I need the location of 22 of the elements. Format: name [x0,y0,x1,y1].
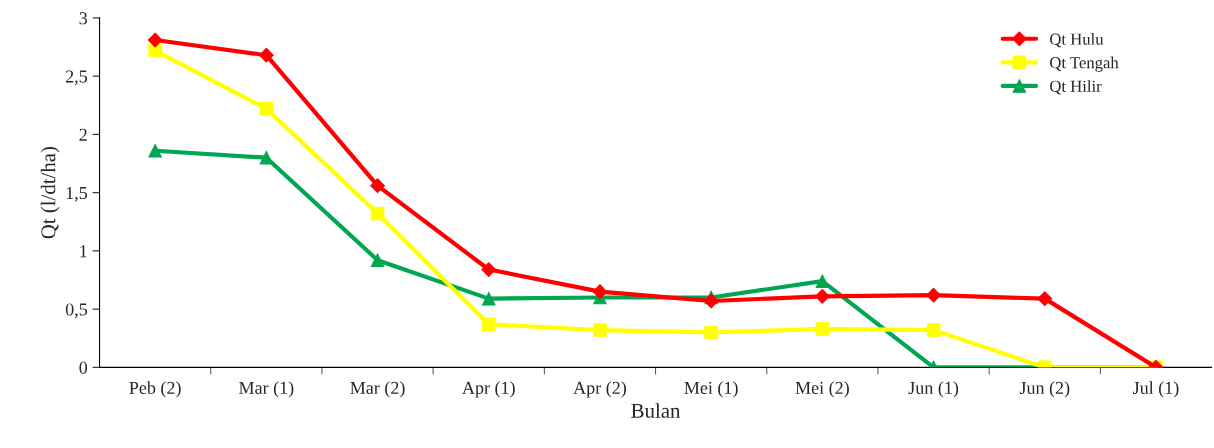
legend-label: Qt Hilir [1050,80,1102,95]
y-tick-label: 2,5 [65,70,88,86]
x-tick-label: Jun (2) [1019,381,1070,398]
x-tick-label: Jul (1) [1133,381,1179,398]
y-tick-label: 3 [79,12,88,25]
x-tick-label: Mar (1) [239,381,294,398]
x-tick-label: Apr (2) [573,381,626,398]
y-tick-label: 0 [79,361,88,374]
y-tick-label: 1,5 [66,186,88,202]
y-tick-label: 2 [79,128,87,141]
x-tick-label: Mar (2) [350,381,405,398]
legend-label: Qt Tengah [1050,56,1119,72]
legend-label: Qt Hulu [1050,33,1104,48]
x-tick-label: Jun (1) [908,381,959,398]
x-tick-label: Mei (1) [684,381,738,398]
x-tick-label: Mei (2) [795,381,849,398]
x-tick-label: Apr (1) [462,381,515,398]
y-tick-label: 0,5 [65,303,88,319]
y-axis-title: Qt (l/dt/ha) [40,146,60,239]
y-tick-label: 1 [80,245,87,258]
x-tick-label: Peb (2) [129,381,181,398]
x-axis-title: Bulan [631,403,681,418]
